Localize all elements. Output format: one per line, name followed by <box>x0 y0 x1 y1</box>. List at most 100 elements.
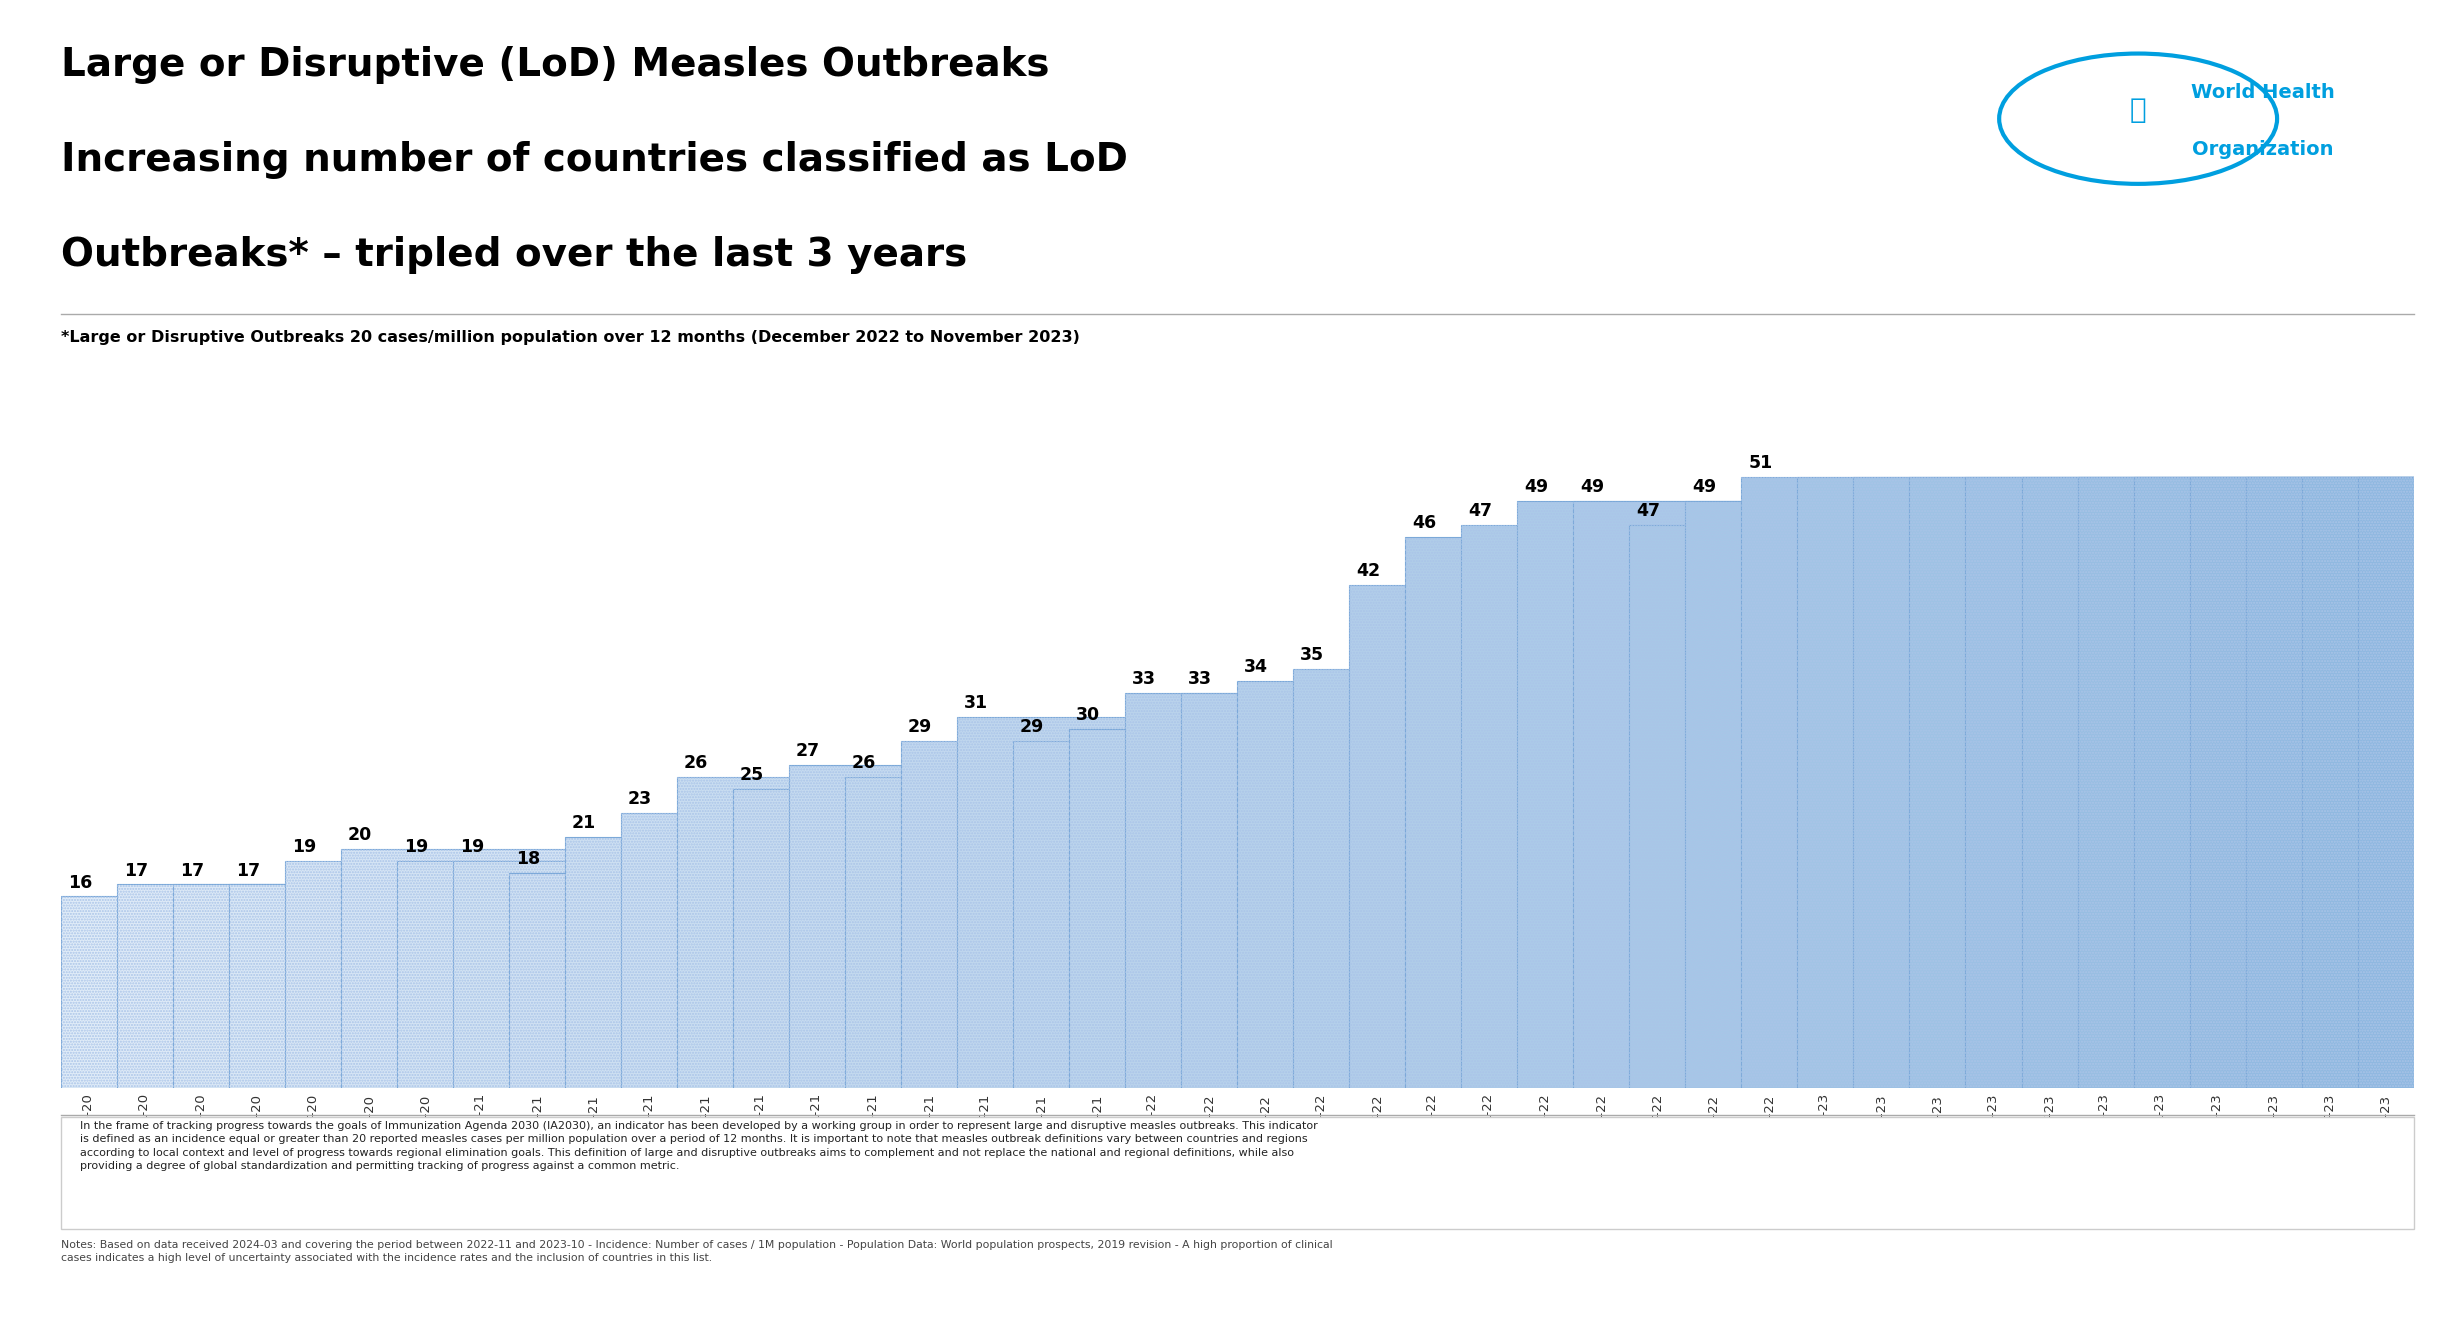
Text: 35: 35 <box>1299 646 1324 663</box>
Bar <box>622 813 2414 1088</box>
Text: 47: 47 <box>1468 503 1492 520</box>
Text: 18: 18 <box>517 849 541 868</box>
Text: 29: 29 <box>907 718 931 736</box>
Bar <box>117 885 2414 1088</box>
Bar <box>285 860 2414 1088</box>
Bar <box>2133 477 2414 1088</box>
Bar <box>2358 477 2414 1088</box>
Bar <box>397 860 2414 1088</box>
Bar <box>1797 477 2414 1088</box>
Bar <box>1516 501 2414 1088</box>
Bar <box>1460 525 2414 1088</box>
Bar <box>1404 537 2414 1088</box>
Bar <box>2301 477 2414 1088</box>
Text: 51: 51 <box>1748 454 1772 472</box>
Text: 47: 47 <box>1636 503 1660 520</box>
Bar <box>2358 477 2414 1088</box>
Bar <box>1126 692 2414 1088</box>
Bar <box>1741 477 2414 1088</box>
Bar <box>341 848 2414 1088</box>
Bar <box>902 741 2414 1088</box>
Text: 26: 26 <box>851 754 875 772</box>
Bar <box>790 765 2414 1088</box>
Bar <box>1965 477 2414 1088</box>
Text: 30: 30 <box>1075 706 1100 724</box>
Bar <box>1853 477 2414 1088</box>
Bar <box>846 777 2414 1088</box>
Bar <box>2133 477 2414 1088</box>
Bar <box>1070 728 2414 1088</box>
Bar <box>1348 586 2414 1088</box>
Bar <box>117 885 2414 1088</box>
Bar <box>453 860 2414 1088</box>
Bar <box>566 836 2414 1088</box>
Bar <box>229 885 2414 1088</box>
Bar <box>1629 525 2414 1088</box>
FancyBboxPatch shape <box>61 1117 2414 1229</box>
Bar <box>1182 692 2414 1088</box>
Bar <box>734 789 2414 1088</box>
Text: 49: 49 <box>1580 479 1604 496</box>
Text: 19: 19 <box>405 838 429 856</box>
Bar <box>958 716 2414 1088</box>
Bar <box>1685 501 2414 1088</box>
Bar <box>1516 501 2414 1088</box>
Bar <box>902 741 2414 1088</box>
Bar <box>2245 477 2414 1088</box>
Bar <box>2077 477 2414 1088</box>
Text: 🌐: 🌐 <box>2131 96 2145 124</box>
Bar <box>846 777 2414 1088</box>
Bar <box>678 777 2414 1088</box>
Text: Outbreaks* – tripled over the last 3 years: Outbreaks* – tripled over the last 3 yea… <box>61 236 968 274</box>
Bar <box>1460 525 2414 1088</box>
Bar <box>1292 669 2414 1088</box>
Bar <box>1909 477 2414 1088</box>
Bar <box>1573 501 2414 1088</box>
Bar <box>790 765 2414 1088</box>
Text: Increasing number of countries classified as LoD: Increasing number of countries classifie… <box>61 141 1129 179</box>
Bar <box>1014 741 2414 1088</box>
Bar <box>1070 728 2414 1088</box>
Bar <box>622 813 2414 1088</box>
Bar <box>173 885 2414 1088</box>
Text: 42: 42 <box>1356 562 1380 580</box>
Text: 25: 25 <box>739 766 763 783</box>
Bar <box>1573 501 2414 1088</box>
Bar <box>1685 501 2414 1088</box>
Text: 46: 46 <box>1412 514 1436 533</box>
Bar <box>1404 537 2414 1088</box>
Bar <box>1239 681 2414 1088</box>
Bar <box>1741 477 2414 1088</box>
Bar <box>958 716 2414 1088</box>
Text: 16: 16 <box>68 873 93 892</box>
Text: Organization: Organization <box>2192 140 2333 160</box>
Bar <box>1292 669 2414 1088</box>
Text: 34: 34 <box>1243 658 1268 677</box>
Bar <box>2301 477 2414 1088</box>
Text: 17: 17 <box>180 861 205 880</box>
Bar <box>1126 692 2414 1088</box>
Bar <box>61 897 2414 1088</box>
Bar <box>341 848 2414 1088</box>
Text: 49: 49 <box>1524 479 1548 496</box>
Bar <box>510 873 2414 1088</box>
Text: 27: 27 <box>795 741 819 760</box>
Bar <box>2245 477 2414 1088</box>
Bar <box>1348 586 2414 1088</box>
Bar <box>510 873 2414 1088</box>
Text: Notes: Based on data received 2024-03 and covering the period between 2022-11 an: Notes: Based on data received 2024-03 an… <box>61 1240 1334 1264</box>
Text: 29: 29 <box>1019 718 1043 736</box>
Text: 23: 23 <box>629 790 651 807</box>
Bar <box>2021 477 2414 1088</box>
Text: 17: 17 <box>236 861 261 880</box>
Text: 33: 33 <box>1187 670 1212 689</box>
Text: *Large or Disruptive Outbreaks 20 cases/million population over 12 months (Decem: *Large or Disruptive Outbreaks 20 cases/… <box>61 330 1080 344</box>
Bar <box>1797 477 2414 1088</box>
Bar <box>61 897 2414 1088</box>
Bar <box>1239 681 2414 1088</box>
Text: 33: 33 <box>1131 670 1156 689</box>
Bar <box>2077 477 2414 1088</box>
Bar <box>2189 477 2414 1088</box>
Bar <box>1014 741 2414 1088</box>
Bar <box>285 860 2414 1088</box>
